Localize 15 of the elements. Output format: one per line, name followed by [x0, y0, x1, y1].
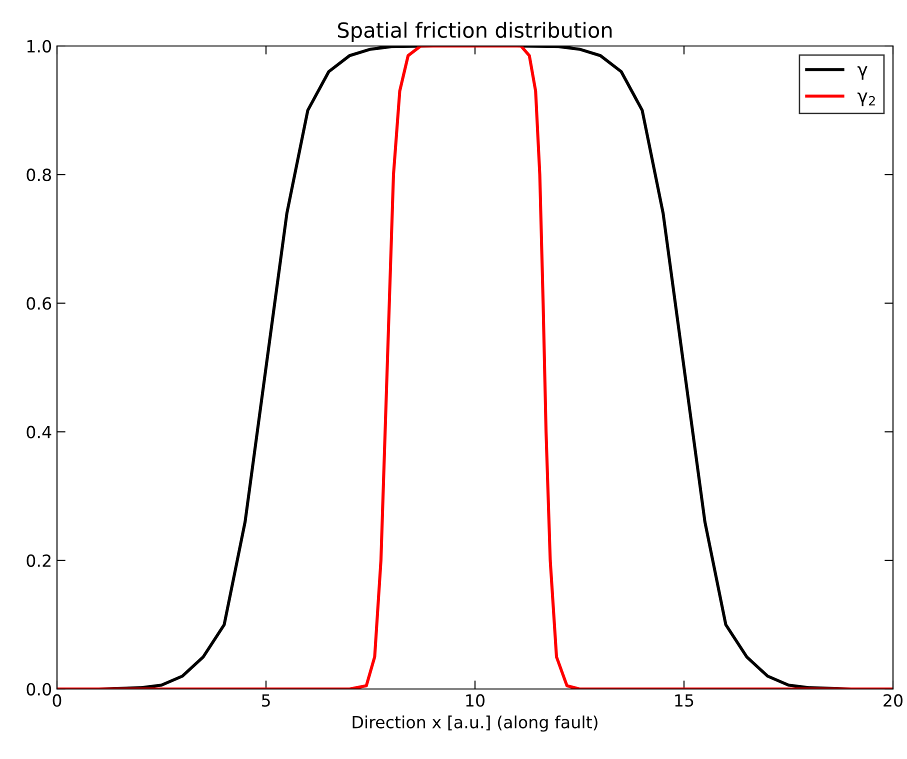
- x-tick-label: 15: [675, 694, 694, 707]
- y-tick-label: 0.6: [26, 297, 52, 310]
- legend-label: γ: [858, 66, 868, 80]
- y-tick-label: 1.0: [27, 40, 52, 53]
- legend-label: γ$_{2}$: [858, 92, 875, 106]
- x-tick-label: 5: [262, 694, 270, 707]
- y-tick-label: 0.2: [26, 554, 50, 567]
- y-tick-label: 0.8: [26, 168, 51, 182]
- x-axis-title: Direction x [a.u.] (along fault): [352, 716, 598, 732]
- chart-title: Spatial friction distribution: [338, 22, 612, 42]
- x-tick-label: 20: [884, 694, 902, 707]
- x-tick-label: 10: [466, 694, 484, 707]
- y-tick-label: 0.4: [26, 426, 52, 438]
- y-tick-label: 0.0: [26, 682, 52, 696]
- x-tick-label: 0: [52, 694, 62, 707]
